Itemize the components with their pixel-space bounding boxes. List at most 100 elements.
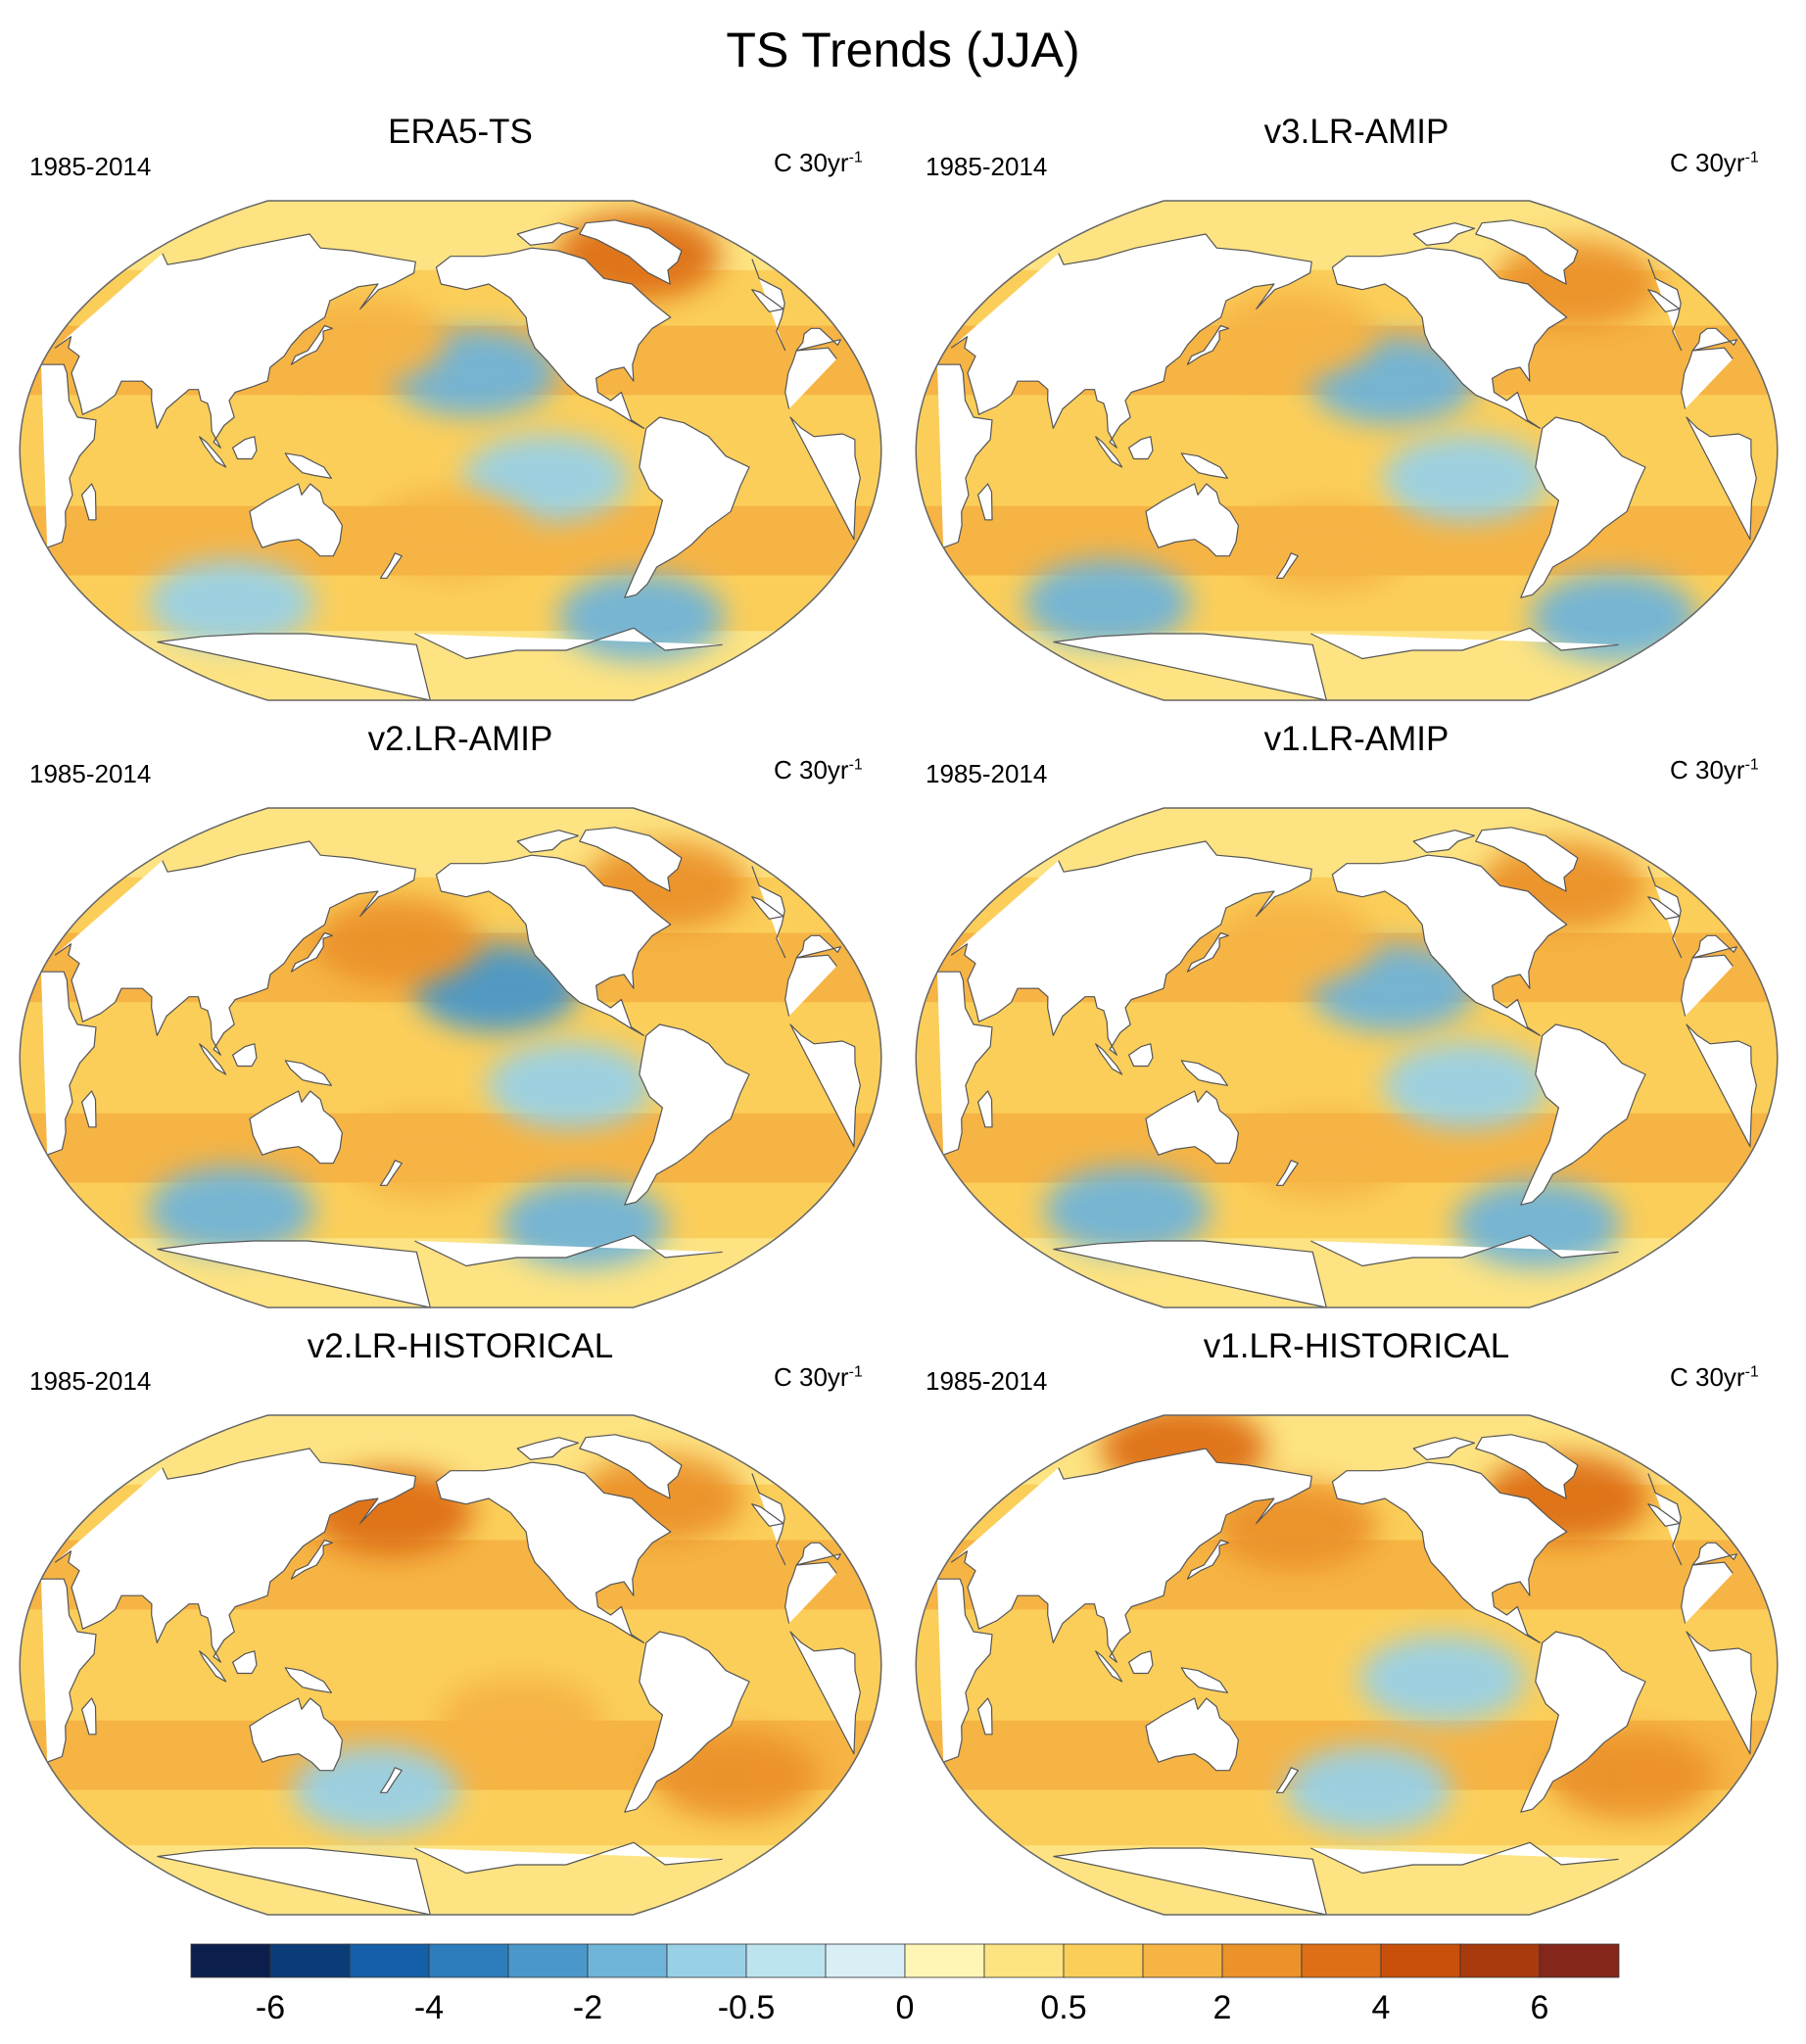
world-map [19,1414,882,1916]
panel-period: 1985-2014 [926,759,1048,788]
land-new-zealand [379,552,403,579]
sst-band [916,1692,1778,1708]
land-british-isles [751,289,784,312]
sst-band [916,1279,1778,1295]
sst-band [916,1720,1778,1735]
sst-band [916,658,1778,674]
colorbar-swatch [983,1943,1065,1978]
trend-anomaly [1358,1635,1526,1724]
land-antarctica [1053,1841,1619,1915]
colorbar-swatch [349,1943,430,1978]
sst-band [20,1210,881,1225]
colorbar-swatch [269,1943,351,1978]
colorbar-swatch [1221,1943,1303,1978]
panel-period: 1985-2014 [29,1366,152,1396]
land-new-guinea [284,1060,332,1086]
land-new-guinea [1180,1667,1228,1693]
land-south-america [1520,1631,1646,1813]
colorbar-swatch [428,1943,509,1978]
sst-band [20,1609,881,1625]
land-greenland [1475,827,1579,892]
sst-band [20,242,881,258]
land-australia [249,483,343,557]
sst-band [916,1196,1778,1212]
land-antarctica [157,1234,723,1307]
land-greenland [579,827,683,892]
land-indonesia-sumatra [199,1650,227,1683]
sst-band [20,1900,881,1915]
land-africa [41,954,861,1156]
sst-band [20,602,881,618]
colorbar-tick-label: 0 [896,1989,915,2026]
figure-title: TS Trends (JJA) [726,23,1080,77]
colorbar-swatch [745,1943,827,1978]
sst-band [20,1429,881,1445]
land-africa [41,347,861,548]
land-south-america [1520,416,1646,598]
colorbar-tick-label: -0.5 [718,1989,776,2026]
land-canadian-arctic [516,830,580,853]
sst-band [916,1831,1778,1847]
map-panel-v2-amip: v2.LR-AMIP 1985-2014 C 30yr-1 [10,720,911,1327]
trend-anomaly [1209,290,1376,378]
panel-units: C 30yr-1 [774,755,863,784]
world-map [915,807,1779,1308]
map-panel-v1-historical: v1.LR-HISTORICAL 1985-2014 C 30yr-1 [906,1327,1806,1934]
land-madagascar [977,1697,993,1735]
land-canadian-arctic [1412,222,1476,246]
sst-band [20,1803,881,1819]
sst-band [916,242,1778,258]
colorbar-swatch [587,1943,668,1978]
sst-band [916,1224,1778,1240]
sst-band [916,1609,1778,1625]
sst-band [916,1043,1778,1059]
sst-band [20,1650,881,1666]
colorbar-tick-label: 0.5 [1040,1989,1086,2026]
sst-band [20,1817,881,1832]
colorbar-swatch [1380,1943,1461,1978]
sst-band [20,1456,881,1472]
sst-band [20,201,881,216]
sst-band [20,1071,881,1087]
sst-band [20,822,881,837]
trend-anomaly [1023,558,1191,647]
land-madagascar [977,1090,993,1128]
sst-band [916,1265,1778,1281]
sst-band [20,1058,881,1073]
colorbar-tick-label: 6 [1531,1989,1549,2026]
sst-band [20,1637,881,1652]
sst-band [916,672,1778,688]
sst-band [916,214,1778,230]
sst-band [20,1415,881,1431]
sst-band [20,1099,881,1115]
land-british-isles [751,896,784,920]
land-british-isles [1647,1503,1681,1527]
sst-band [20,1665,881,1681]
panel-units: C 30yr-1 [1670,148,1759,177]
sst-band [916,422,1778,438]
trend-anomaly [1284,1745,1451,1834]
land-eurasia [950,233,1737,449]
land-canadian-arctic [1412,1437,1476,1460]
land-indonesia-sumatra [1095,1043,1123,1075]
sst-band [20,686,881,700]
sst-band [916,1085,1778,1101]
land-new-zealand [1275,1160,1299,1186]
land-madagascar [81,1697,97,1735]
land-new-zealand [379,1767,403,1793]
panel-title: v3.LR-AMIP [1263,113,1450,151]
land-north-america [1331,247,1568,429]
trend-anomaly [345,1111,512,1200]
land-japan [290,324,333,365]
sst-band [20,451,881,466]
land-africa [937,347,1757,548]
land-australia [1145,1090,1239,1165]
land-north-america [435,854,672,1036]
world-map [19,200,882,701]
map-outline [915,200,1779,701]
land-australia [1145,1697,1239,1772]
land-indonesia-sumatra [199,436,227,468]
colorbar-swatch [1142,1943,1223,1978]
sst-band [916,451,1778,466]
sst-band [20,617,881,633]
